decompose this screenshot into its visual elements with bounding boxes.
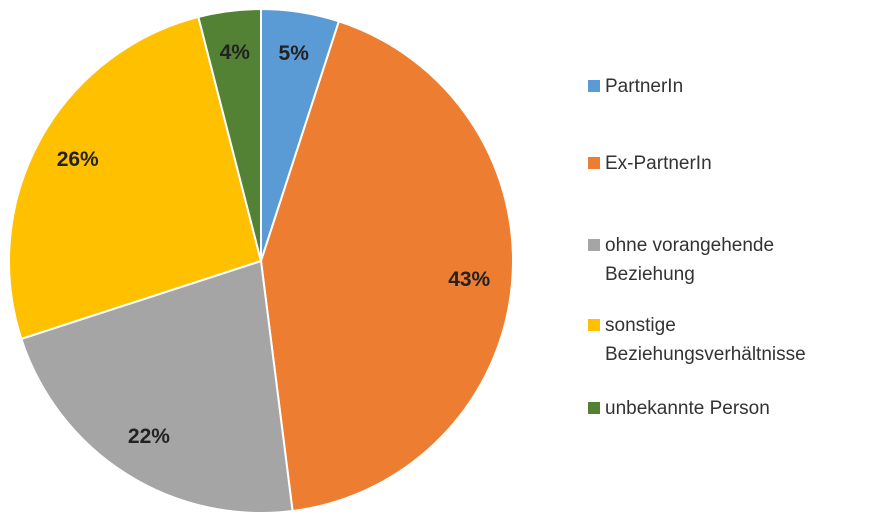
data-label: 5% [279,42,310,65]
legend-label: sonstige Beziehungsverhältnisse [605,315,806,365]
legend-swatch [588,319,600,331]
pie-slice [197,7,262,262]
legend-label: Ex-PartnerIn [605,153,712,174]
pie-slice [8,15,263,341]
pie-slice [259,20,514,513]
legend-item: Ex-PartnerIn [588,149,828,178]
legend-label: unbekannte Person [605,398,770,419]
legend-label: PartnerIn [605,76,684,97]
legend-item: PartnerIn [588,72,828,101]
pie-slice [20,259,294,514]
legend-item: ohne vorangehende Beziehung [588,231,828,289]
data-label: 22% [128,425,170,448]
legend-item: sonstige Beziehungsverhältnisse [588,311,828,369]
legend-swatch [588,239,600,251]
data-label: 4% [220,41,251,64]
legend-swatch [588,80,600,92]
legend-label: ohne vorangehende Beziehung [605,235,775,285]
legend-swatch [588,157,600,169]
legend-item: unbekannte Person [588,394,828,423]
data-label: 26% [57,148,99,171]
legend-swatch [588,402,600,414]
data-label: 43% [448,268,490,291]
